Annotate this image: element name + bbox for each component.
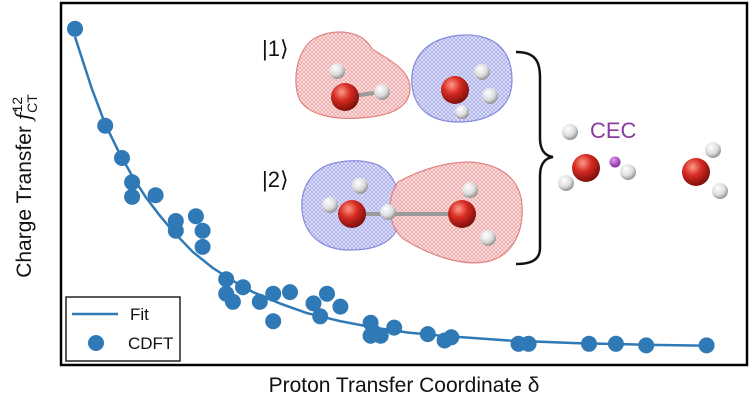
cdft-point <box>282 284 298 301</box>
oxygen-atom <box>331 83 359 111</box>
hydrogen-atom <box>374 84 390 100</box>
x-axis-label: Proton Transfer Coordinate δ <box>269 374 540 397</box>
cdft-point <box>581 335 597 352</box>
cdft-point <box>124 174 141 191</box>
hydrogen-atom <box>455 105 469 119</box>
hydrogen-atom <box>620 164 636 180</box>
hydrogen-atom <box>462 182 478 198</box>
cdft-point <box>386 319 403 336</box>
cdft-point <box>638 337 655 354</box>
oxygen-atom <box>338 200 366 228</box>
cec-proton <box>609 156 621 168</box>
cdft-point <box>251 293 268 310</box>
hydrogen-atom <box>480 230 496 246</box>
cdft-point <box>124 188 141 205</box>
legend: Fit CDFT <box>65 296 181 362</box>
cdft-point <box>332 298 349 315</box>
cdft-point <box>235 279 251 296</box>
hydrogen-atom <box>482 88 498 104</box>
cdft-point <box>362 314 379 331</box>
cdft-point <box>443 329 460 346</box>
cdft-point <box>265 313 282 330</box>
cdft-point <box>305 295 322 312</box>
hydrogen-atom <box>705 142 721 158</box>
cdft-point <box>187 208 204 225</box>
hydrogen-atom <box>712 183 728 199</box>
legend-cdft-swatch <box>88 335 104 351</box>
hydrogen-atom <box>380 204 396 220</box>
cdft-point <box>372 327 389 344</box>
cdft-point <box>319 285 335 302</box>
cec-label: CEC <box>590 118 637 143</box>
hydrogen-atom <box>329 63 345 79</box>
cec-molecule <box>558 124 728 199</box>
hydrogen-atom <box>474 64 490 80</box>
cdft-point <box>419 326 436 343</box>
state-1-label: |1⟩ <box>262 36 289 61</box>
y-axis-label: Charge Transfer f12CT <box>9 94 40 278</box>
state-2-label: |2⟩ <box>262 167 289 192</box>
cdft-point <box>147 187 164 204</box>
oxygen-atom <box>448 200 476 228</box>
hydrogen-atom <box>562 124 578 140</box>
cdft-point <box>67 20 83 37</box>
curly-brace <box>515 50 554 266</box>
cdft-point <box>224 293 241 310</box>
hydrogen-atom <box>322 197 338 213</box>
cdft-point <box>607 335 624 352</box>
cdft-point <box>167 222 184 239</box>
oxygen-atom <box>572 154 600 182</box>
cdft-point <box>97 117 114 134</box>
cdft-point <box>114 150 130 166</box>
hydrogen-atom <box>352 178 368 194</box>
cdft-point <box>265 285 282 302</box>
state-1-density <box>295 31 513 123</box>
cdft-point <box>698 337 715 354</box>
state-2-density <box>301 160 523 264</box>
oxygen-atom <box>682 158 710 186</box>
cdft-point <box>218 271 235 288</box>
legend-box <box>65 296 181 362</box>
cdft-points <box>67 20 715 354</box>
cdft-point <box>520 335 537 352</box>
cdft-point <box>312 308 329 325</box>
cdft-point <box>194 222 211 239</box>
cdft-point <box>194 238 211 255</box>
legend-cdft-label: CDFT <box>128 334 173 353</box>
oxygen-atom <box>441 76 469 104</box>
legend-fit-label: Fit <box>130 305 149 324</box>
hydrogen-atom <box>558 175 574 191</box>
